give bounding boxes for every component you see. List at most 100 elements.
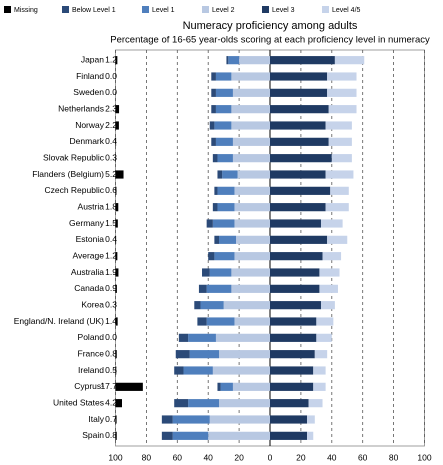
bar-missing	[115, 186, 117, 195]
bar-segment	[270, 366, 314, 375]
missing-label: 0.3	[105, 299, 117, 309]
bar-segment	[208, 252, 215, 261]
missing-label: 0.9	[105, 283, 117, 293]
missing-label: 17.7	[100, 381, 117, 391]
bar-segment	[211, 72, 216, 81]
category-label: United States	[53, 397, 104, 407]
legend-swatch	[62, 6, 69, 13]
bar-segment	[330, 186, 349, 195]
bar-segment	[270, 154, 332, 163]
bar-missing	[115, 235, 117, 244]
missing-label: 0.3	[105, 152, 117, 162]
category-label: Average	[72, 250, 104, 260]
missing-label: 1.2	[105, 54, 117, 64]
bar-segment	[327, 72, 357, 81]
bar-missing	[115, 366, 117, 375]
missing-label: 0.8	[105, 348, 117, 358]
bar-segment	[212, 219, 235, 228]
bar-segment	[211, 105, 216, 114]
category-label: Cyprus¹	[74, 381, 104, 391]
bar-missing	[115, 170, 124, 179]
missing-label: 1.4	[105, 316, 117, 326]
bar-missing	[115, 137, 117, 146]
bar-segment	[212, 366, 270, 375]
bar-segment	[183, 366, 213, 375]
bar-segment	[270, 121, 326, 130]
bar-segment	[270, 431, 308, 440]
category-label: Finland	[76, 71, 104, 81]
bar-segment	[202, 268, 210, 277]
missing-label: 4.2	[105, 397, 117, 407]
bar-segment	[325, 170, 354, 179]
legend-swatch	[202, 6, 209, 13]
x-tick-label: 80	[142, 452, 152, 462]
bar-missing	[115, 121, 119, 130]
bar-missing	[115, 105, 120, 114]
bar-missing	[115, 284, 117, 293]
bar-segment	[270, 88, 328, 97]
bar-segment	[232, 137, 270, 146]
bar-segment	[188, 399, 220, 408]
category-label: Slovak Republic	[43, 152, 105, 162]
bar-segment	[270, 268, 320, 277]
bar-missing	[115, 219, 118, 228]
bar-segment	[270, 56, 335, 65]
bar-segment	[320, 301, 335, 310]
bar-segment	[206, 284, 232, 293]
bar-segment	[319, 268, 340, 277]
bar-missing	[115, 56, 118, 65]
missing-label: 5.2	[105, 169, 117, 179]
legend-label: Level 3	[272, 7, 295, 14]
missing-label: 0.5	[105, 365, 117, 375]
bar-segment	[232, 88, 270, 97]
bar-segment	[197, 317, 207, 326]
legend-swatch	[142, 6, 149, 13]
legend-label: Missing	[14, 7, 38, 14]
bar-segment	[236, 235, 270, 244]
bar-segment	[270, 170, 326, 179]
category-label: Germany	[69, 218, 105, 228]
x-tick-label: 60	[173, 452, 183, 462]
category-label: Korea	[81, 299, 104, 309]
bar-segment	[226, 56, 229, 65]
bar-segment	[328, 137, 352, 146]
bar-missing	[115, 431, 117, 440]
category-label: Estonia	[76, 234, 105, 244]
bar-segment	[212, 154, 218, 163]
category-label: England/N. Ireland (UK)	[14, 316, 104, 326]
bar-segment	[270, 137, 329, 146]
bar-segment	[270, 399, 309, 408]
x-tick-label: 0	[268, 452, 273, 462]
legend-swatch	[322, 6, 329, 13]
missing-label: 0.8	[105, 430, 117, 440]
bar-segment	[217, 170, 223, 179]
bar-segment	[314, 350, 328, 359]
bar-segment	[320, 219, 343, 228]
bar-segment	[206, 219, 213, 228]
bar-segment	[211, 137, 216, 146]
missing-label: 0.4	[105, 136, 117, 146]
bar-segment	[331, 154, 352, 163]
category-label: Italy	[88, 414, 104, 424]
category-label: Spain	[82, 430, 104, 440]
bar-segment	[334, 56, 365, 65]
bar-segment	[220, 382, 233, 391]
x-tick-label: 20	[296, 452, 306, 462]
category-label: Canada	[74, 283, 104, 293]
bar-segment	[270, 72, 328, 81]
x-tick-label: 100	[417, 452, 431, 462]
chart-subtitle: Percentage of 16-65 year-olds scoring at…	[110, 35, 430, 46]
bar-segment	[327, 235, 348, 244]
bar-segment	[223, 301, 270, 310]
bar-segment	[194, 301, 201, 310]
missing-label: 0.0	[105, 87, 117, 97]
bar-segment	[228, 56, 240, 65]
category-label: Japan	[81, 54, 104, 64]
bar-segment	[325, 203, 349, 212]
bar-segment	[217, 186, 235, 195]
bar-segment	[209, 268, 232, 277]
bar-segment	[270, 235, 328, 244]
bar-segment	[316, 333, 332, 342]
bar-segment	[313, 382, 326, 391]
bar-segment	[174, 366, 184, 375]
